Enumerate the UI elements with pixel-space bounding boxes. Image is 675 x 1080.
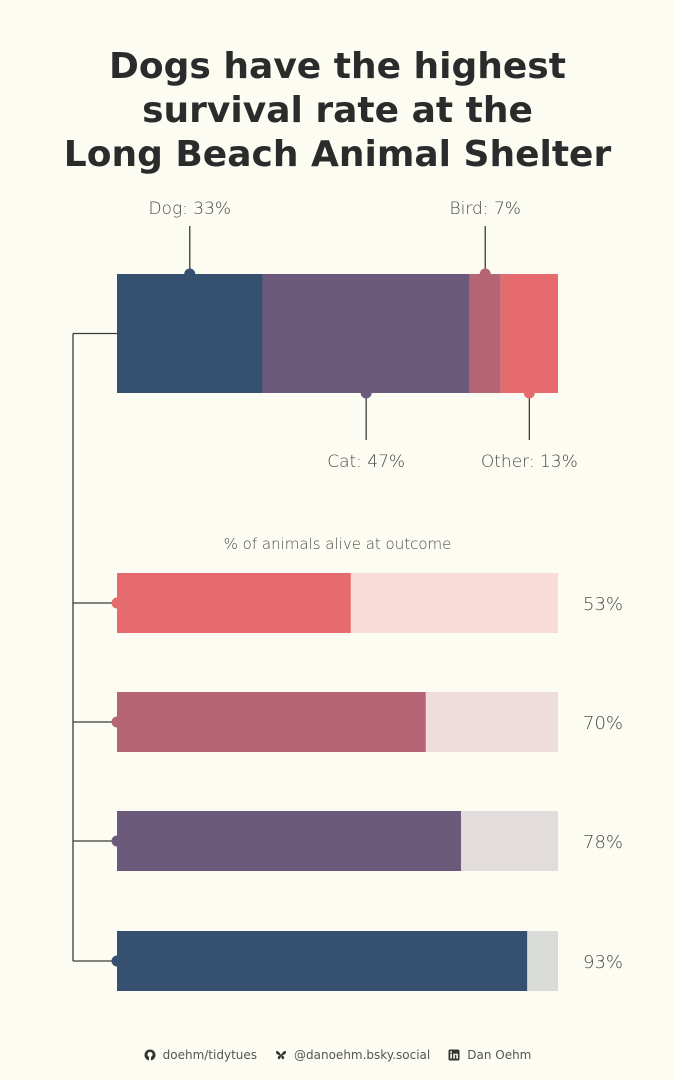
survival-label-dog: 93%	[583, 952, 623, 973]
footer-linkedin-text: Dan Oehm	[467, 1048, 532, 1062]
segment-label-dog: Dog: 33%	[148, 199, 231, 219]
survival-bar-other	[117, 573, 351, 633]
connector-dot-dog	[111, 955, 123, 967]
leader-dot-cat	[360, 387, 372, 399]
title-line-2: survival rate at the	[142, 90, 533, 131]
leader-dot-bird	[479, 268, 491, 280]
footer-linkedin[interactable]: Dan Oehm	[448, 1048, 531, 1062]
survival-label-cat: 78%	[583, 832, 623, 853]
segment-label-cat: Cat: 47%	[327, 452, 405, 472]
survival-bar-dog	[117, 931, 528, 991]
title-line-1: Dogs have the highest	[109, 46, 566, 87]
leader-dot-dog	[184, 268, 196, 280]
footer: doehm/tidytues @danoehm.bsky.social Dan …	[0, 1043, 675, 1067]
leader-dot-other	[523, 387, 535, 399]
connector-dot-other	[111, 597, 123, 609]
footer-bluesky-text: @danoehm.bsky.social	[294, 1048, 431, 1062]
segment-label-other: Other: 13%	[481, 452, 578, 472]
survival-label-other: 53%	[583, 594, 623, 615]
connector-dot-bird	[111, 716, 123, 728]
footer-github-text: doehm/tidytues	[162, 1048, 258, 1062]
composition-segment-bird	[469, 274, 501, 393]
composition-segment-dog	[117, 274, 263, 393]
title-line-3: Long Beach Animal Shelter	[64, 134, 612, 175]
linkedin-icon	[448, 1049, 460, 1061]
github-icon	[144, 1049, 156, 1061]
survival-bar-cat	[117, 811, 461, 871]
segment-label-bird: Bird: 7%	[450, 199, 521, 219]
connector-dot-cat	[111, 835, 123, 847]
footer-github[interactable]: doehm/tidytues	[144, 1048, 257, 1062]
composition-segment-other	[500, 274, 558, 393]
survival-bar-bird	[117, 692, 426, 752]
survival-subtitle: % of animals alive at outcome	[224, 535, 452, 553]
bluesky-icon	[276, 1051, 287, 1060]
survival-label-bird: 70%	[583, 713, 623, 734]
footer-bluesky[interactable]: @danoehm.bsky.social	[275, 1048, 430, 1062]
composition-segment-cat	[262, 274, 470, 393]
